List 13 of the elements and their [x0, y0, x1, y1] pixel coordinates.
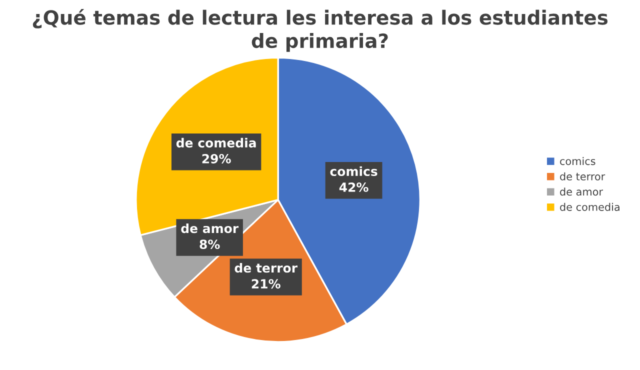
slice-label: de amor [181, 223, 239, 234]
data-label: 29% [202, 154, 231, 164]
legend-label: de terror [560, 172, 606, 180]
legend-label: de amor [560, 188, 603, 196]
data-label: 42% [339, 182, 368, 192]
legend-label: de comedia [560, 202, 620, 211]
slice-label: de terror [234, 263, 298, 273]
legend-label: comics [560, 157, 596, 166]
data-label: 8% [200, 240, 220, 250]
data-label: 21% [252, 279, 280, 289]
slice-label: de comedia [176, 138, 256, 148]
chart-title: ¿Qué temas de lectura les interesa a los estudiantes de primaria? [32, 9, 608, 52]
slice-label: comics [330, 166, 378, 176]
